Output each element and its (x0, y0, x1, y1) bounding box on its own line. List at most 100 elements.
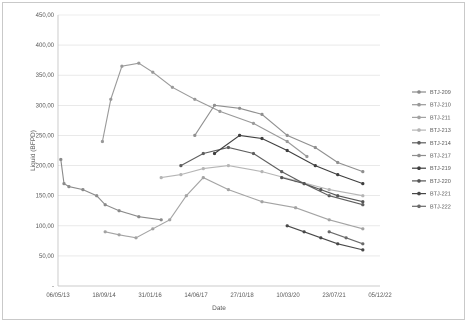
legend-label: BTJ-210 (430, 103, 451, 109)
series-btj-211 (103, 176, 365, 240)
data-point (159, 218, 163, 222)
data-point (151, 70, 155, 74)
legend-label: BTJ-211 (430, 115, 450, 121)
data-point (336, 160, 340, 165)
legend-item: BTJ-221 (412, 192, 451, 198)
y-tick-label: 350,00 (36, 73, 55, 79)
legend-item: BTJ-214 (412, 141, 451, 147)
data-point (280, 170, 284, 174)
series-line (287, 225, 363, 251)
data-point (280, 176, 284, 180)
data-point (361, 227, 365, 231)
series-layer (59, 61, 365, 252)
series-line (161, 165, 363, 197)
y-tick-label: 250,00 (36, 133, 55, 139)
series-btj-219 (212, 133, 365, 186)
data-point (319, 188, 323, 192)
legend-swatch-marker (417, 204, 421, 209)
y-tick-label: 450,00 (36, 13, 55, 19)
data-point (285, 224, 289, 228)
legend-label: BTJ-214 (430, 141, 451, 147)
data-point (361, 194, 365, 198)
data-point (212, 103, 217, 107)
legend-swatch-marker (417, 102, 421, 107)
data-point (120, 64, 124, 68)
x-tick-label: 06/05/13 (46, 293, 70, 299)
legend-label: BTJ-221 (430, 192, 451, 198)
data-point (260, 136, 264, 141)
data-point (327, 188, 331, 192)
data-point (285, 148, 289, 153)
data-point (336, 194, 340, 198)
legend-item: BTJ-211 (412, 115, 450, 121)
data-point (226, 188, 230, 192)
legend-item: BTJ-210 (412, 103, 451, 109)
data-point (319, 236, 323, 240)
data-point (151, 227, 155, 231)
y-tick-label: 50,00 (39, 254, 55, 260)
y-tick-label: 100,00 (36, 224, 55, 230)
series-btj-214 (179, 145, 365, 207)
y-tick-label: 150,00 (36, 194, 55, 200)
data-point (193, 97, 197, 101)
data-point (109, 97, 113, 101)
data-point (201, 167, 205, 171)
data-point (134, 236, 138, 240)
y-tick-labels: - 50,00 100,00 150,00 200,00 250,00 300,00 350,… (36, 13, 55, 290)
y-axis-label: Liquid (BFPD) (30, 130, 37, 171)
data-point (260, 170, 264, 174)
data-point (285, 139, 289, 144)
legend-label: BTJ-220 (430, 179, 451, 185)
series-btj-222 (327, 230, 365, 246)
data-point (327, 218, 331, 222)
legend-swatch-marker (417, 153, 421, 158)
legend-item: BTJ-220 (412, 179, 451, 185)
data-point (81, 188, 85, 192)
data-point (103, 230, 107, 234)
data-point (179, 173, 183, 177)
data-point (59, 157, 63, 162)
data-point (62, 182, 66, 186)
data-point (294, 206, 298, 210)
data-point (226, 145, 230, 150)
data-point (137, 61, 141, 65)
data-point (251, 121, 256, 125)
x-tick-label: 18/09/14 (92, 293, 116, 299)
legend-label: BTJ-222 (430, 204, 451, 210)
data-point (218, 109, 222, 113)
data-point (285, 133, 289, 137)
chart-frame (2, 2, 465, 320)
series-line (194, 104, 363, 173)
data-point (260, 112, 264, 116)
x-tick-labels: 06/05/13 18/09/14 31/01/16 14/06/17 27/10/18… (46, 293, 392, 299)
data-point (361, 170, 365, 174)
data-point (103, 203, 107, 207)
data-point (361, 203, 365, 207)
legend: BTJ-209 BTJ-210 BTJ-211 BTJ-213 BTJ-214 BTJ-2… (412, 90, 451, 210)
series-line (105, 176, 363, 239)
data-point (361, 248, 365, 252)
x-tick-label: 23/07/21 (322, 293, 346, 299)
legend-label: BTJ-213 (430, 128, 451, 134)
data-point (117, 209, 121, 213)
data-point (100, 139, 104, 144)
legend-item: BTJ-213 (412, 128, 451, 134)
data-point (95, 194, 99, 198)
data-point (361, 182, 365, 186)
data-point (137, 215, 141, 219)
data-point (238, 106, 242, 110)
data-point (313, 145, 317, 150)
data-point (212, 151, 217, 156)
data-point (344, 236, 348, 240)
x-tick-label: 10/03/20 (276, 293, 300, 299)
legend-swatch-marker (417, 115, 421, 120)
series-line (180, 146, 363, 206)
data-point (327, 194, 331, 198)
data-point (159, 176, 163, 180)
legend-item: BTJ-209 (412, 90, 451, 96)
data-point (170, 85, 174, 89)
data-point (67, 185, 71, 189)
data-point (201, 151, 205, 156)
data-point (226, 164, 230, 168)
